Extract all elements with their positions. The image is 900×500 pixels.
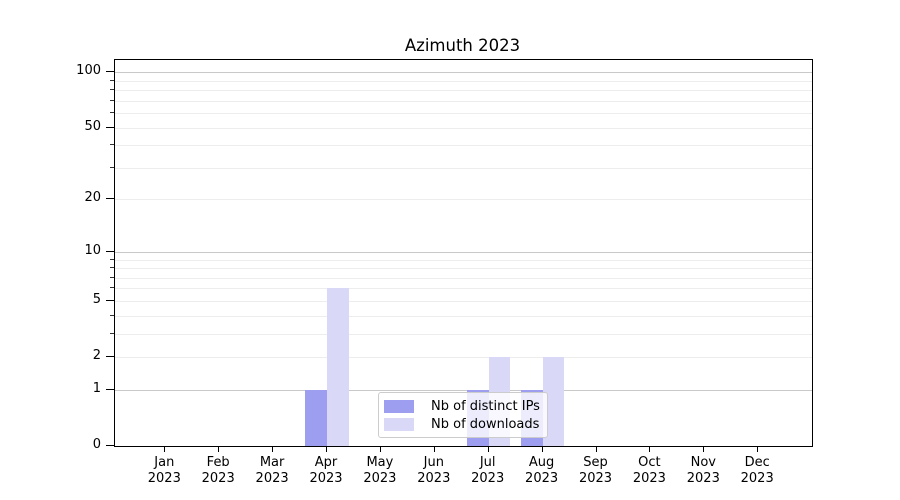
y-tick-label-10: 10 [84,242,101,258]
x-tick-jun [433,446,435,452]
x-tick-dec [757,446,759,452]
x-tick-nov [703,446,705,452]
y-minor-tick-8 [110,267,114,268]
legend-label-distinct-ips: Nb of distinct IPs [431,398,540,414]
gridline-major-100 [115,72,812,74]
legend-row-downloads: Nb of downloads [384,415,540,433]
y-minor-tick-90 [110,79,114,81]
legend: Nb of distinct IPs Nb of downloads [378,392,548,438]
y-minor-tick-6 [110,287,114,289]
gridline-minor-2 [115,357,812,358]
legend-swatch-distinct-ips [384,399,414,413]
gridline-minor-3 [115,333,812,335]
x-tick-jan [164,446,166,452]
x-tick-apr [326,446,327,452]
y-tick-label-0: 0 [92,437,101,452]
x-tick-label-oct: Oct 2023 [632,455,666,486]
gridline-minor-90 [115,80,812,82]
gridline-minor-70 [115,100,812,102]
y-minor-tick-60 [110,112,114,113]
x-tick-label-nov: Nov 2023 [686,455,720,486]
y-tick-label-2: 2 [92,348,101,363]
x-tick-jul [487,446,489,452]
y-tick-label-100: 100 [76,63,101,79]
y-minor-tick-3 [110,332,114,334]
y-tick-label-5: 5 [92,291,101,307]
x-tick-may [379,446,381,452]
y-minor-tick-7 [110,276,114,278]
y-minor-tick-70 [110,99,114,101]
gridline-minor-30 [115,167,812,169]
x-tick-mar [272,446,274,452]
y-tick-0 [106,445,114,446]
gridline-minor-8 [115,268,812,269]
gridline-minor-20 [115,199,812,201]
x-tick-label-apr: Apr 2023 [309,455,343,486]
y-tick-100 [106,71,114,73]
x-tick-feb [218,446,220,452]
y-tick-label-50: 50 [84,118,101,134]
x-tick-label-jun: Jun 2023 [417,455,451,486]
x-tick-label-may: May 2023 [363,455,397,486]
plot-area [114,59,813,447]
y-minor-tick-4 [110,314,114,316]
x-tick-label-feb: Feb 2023 [201,455,235,486]
gridline-minor-5 [115,300,812,302]
y-minor-tick-9 [110,258,114,260]
x-tick-oct [649,446,651,452]
gridline-minor-80 [115,90,812,92]
gridline-minor-60 [115,113,812,114]
x-tick-label-sep: Sep 2023 [578,455,613,486]
bar-downloads-aug [542,357,565,446]
bar-downloads-apr [327,288,349,446]
x-tick-label-jan: Jan 2023 [147,455,181,486]
y-tick-label-20: 20 [84,190,101,206]
y-minor-tick-30 [110,166,114,168]
legend-swatch-downloads [384,417,414,431]
x-tick-label-mar: Mar 2023 [255,455,289,486]
gridline-minor-50 [115,127,812,129]
y-tick-50 [106,126,114,128]
gridline-minor-7 [115,277,812,279]
y-tick-10 [106,250,114,252]
bar-distinct-ips-apr [305,389,327,446]
gridline-major-10 [115,251,812,253]
gridline-minor-6 [115,288,812,290]
gridline-minor-40 [115,145,812,147]
y-minor-tick-80 [110,89,114,91]
gridline-major-1 [115,389,812,391]
y-tick-label-1: 1 [92,380,101,396]
gridline-minor-9 [115,259,812,261]
x-tick-sep [595,446,597,452]
y-minor-tick-40 [110,144,114,146]
x-tick-label-dec: Dec 2023 [740,455,774,486]
chart-title: Azimuth 2023 [404,36,521,55]
y-tick-2 [106,356,114,357]
legend-row-distinct-ips: Nb of distinct IPs [384,397,540,415]
gridline-minor-4 [115,315,812,317]
x-tick-label-aug: Aug 2023 [525,455,559,486]
legend-label-downloads: Nb of downloads [431,416,540,432]
x-tick-label-jul: Jul 2023 [471,455,505,486]
y-tick-1 [106,388,114,390]
y-tick-20 [106,198,114,200]
x-tick-aug [541,446,543,452]
y-tick-5 [106,299,114,301]
